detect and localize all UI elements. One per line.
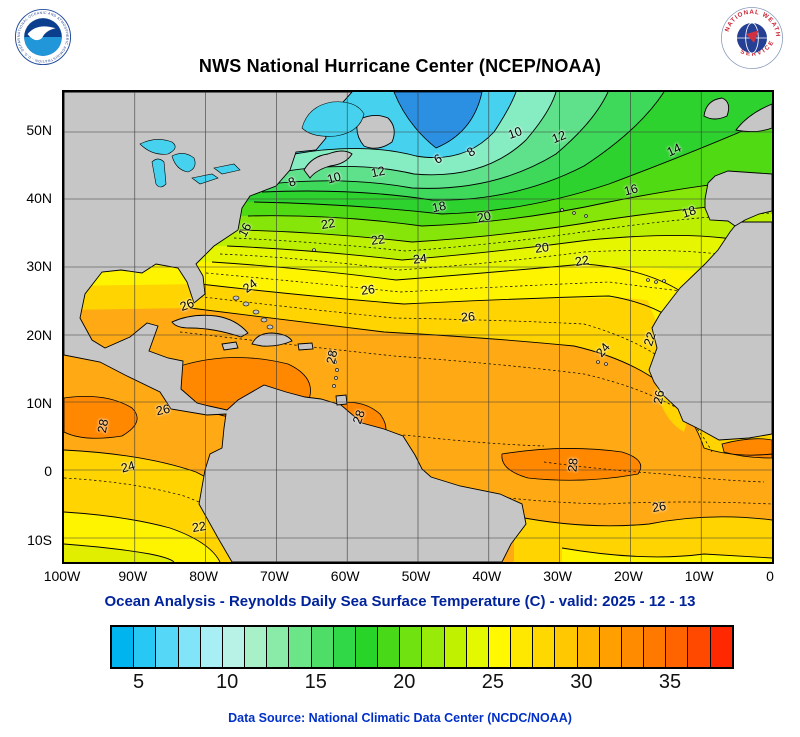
colorbar-cell (400, 627, 423, 667)
sst-map-svg (64, 92, 772, 562)
colorbar-cell (134, 627, 157, 667)
colorbar-cell (599, 627, 622, 667)
colorbar (110, 625, 734, 669)
colorbar-tick-label: 35 (658, 671, 682, 693)
lon-tick-label: 20W (613, 568, 643, 584)
lon-tick-label: 100W (43, 568, 81, 584)
colorbar-cell (156, 627, 179, 667)
land-layer (64, 92, 772, 562)
colorbar-cell (422, 627, 445, 667)
nws-logo-svg: NATIONAL WEATHER SERVICE (717, 1, 783, 69)
colorbar-cell (289, 627, 312, 667)
grid-layer (64, 92, 772, 562)
sst-map: 16 8 10 12 6 8 10 12 14 16 18 18 20 20 22 22 22 24 24 26 26 2… (62, 90, 774, 564)
colorbar-cell (621, 627, 645, 667)
lon-tick-label: 10W (684, 568, 714, 584)
lon-tick-label: 0 (766, 568, 774, 584)
colorbar-cell (222, 627, 246, 667)
colorbar-cell (688, 627, 711, 667)
colorbar-tick-label: 15 (304, 671, 327, 693)
lakes-layer (139, 101, 365, 188)
colorbar-cell (710, 627, 732, 667)
colorbar-cell (511, 627, 534, 667)
colorbar-cell (311, 627, 334, 667)
lat-tick-label: 10N (26, 394, 52, 411)
colorbar-cell (466, 627, 489, 667)
colorbar-cell (644, 627, 667, 667)
lat-tick-label: 50N (26, 122, 52, 139)
contour-lines-dashed (64, 212, 772, 527)
colorbar-cell (245, 627, 268, 667)
colorbar-cell (178, 627, 201, 667)
colorbar-cell (555, 627, 578, 667)
lon-tick-label: 70W (259, 568, 289, 584)
colorbar-tick-label: 5 (133, 671, 145, 693)
colorbar-cell (355, 627, 379, 667)
lon-tick-label: 60W (330, 568, 360, 584)
colorbar-cell (666, 627, 689, 667)
noaa-bird-icon (27, 26, 56, 41)
lon-tick-label: 40W (472, 568, 502, 584)
page-title: NWS National Hurricane Center (NCEP/NOAA… (198, 56, 602, 76)
colorbar-tick-label: 30 (570, 671, 593, 693)
colorbar-tick-label: 10 (216, 671, 239, 693)
colorbar-cell (488, 627, 512, 667)
nws-weather-icon (746, 30, 759, 43)
lat-tick-label: 20N (26, 327, 52, 344)
lat-tick-label: 0 (44, 463, 52, 480)
colorbar-cell (444, 627, 467, 667)
latitude-axis: 50N 40N 30N 20N 10N 0 10S (0, 90, 58, 564)
noaa-logo-svg: NATIONAL OCEANIC AND ATMOSPHERIC ADMINIS… (12, 5, 72, 66)
colorbar-cell (378, 627, 401, 667)
lon-tick-label: 30W (543, 568, 572, 584)
lon-tick-label: 50W (401, 568, 431, 584)
colorbar-tick-labels: 5 10 15 20 25 30 35 (112, 671, 732, 697)
colorbar-tick-label: 20 (393, 671, 416, 693)
colorbar-cell (533, 627, 556, 667)
colorbar-cell (267, 627, 290, 667)
colorbar-tick-label: 25 (481, 671, 504, 693)
longitude-axis: 100W 90W 80W 70W 60W 50W 40W 30W 20W 10W 0 (44, 566, 774, 586)
lat-tick-label: 10S (27, 531, 52, 548)
lat-tick-label: 30N (26, 258, 52, 275)
colorbar-cell (200, 627, 223, 667)
lon-tick-label: 80W (189, 568, 218, 584)
colorbar-cell (577, 627, 600, 667)
colorbar-cell (333, 627, 356, 667)
lat-tick-label: 40N (26, 190, 52, 207)
map-caption: Ocean Analysis - Reynolds Daily Sea Surf… (104, 593, 696, 610)
noaa-logo: NATIONAL OCEANIC AND ATMOSPHERIC ADMINIS… (12, 5, 72, 66)
lon-tick-label: 90W (118, 568, 148, 584)
colorbar-cell (112, 627, 135, 667)
nws-logo: NATIONAL WEATHER SERVICE (717, 1, 784, 70)
data-source-note: Data Source: National Climatic Data Cent… (228, 711, 572, 725)
